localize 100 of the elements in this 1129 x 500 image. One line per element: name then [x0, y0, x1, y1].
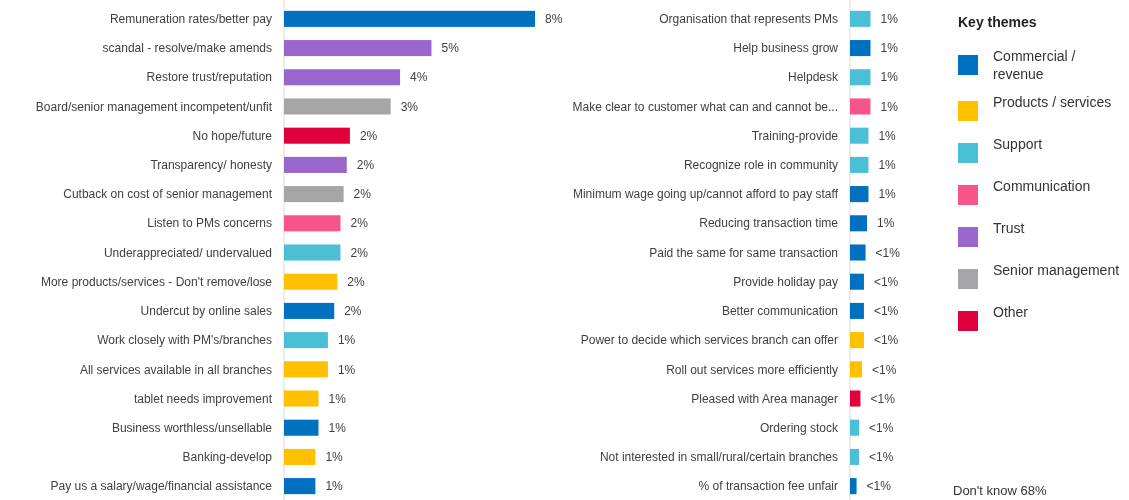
bar — [850, 478, 857, 495]
bar — [850, 273, 864, 290]
legend-label: Other — [993, 304, 1029, 320]
data-label: 1% — [877, 216, 895, 231]
data-label: <1% — [870, 391, 896, 406]
data-label: <1% — [875, 245, 901, 260]
data-label: 1% — [328, 420, 347, 435]
y-tick-label: Cutback on cost of senior management — [63, 187, 273, 202]
bar — [284, 419, 319, 436]
bar — [850, 186, 869, 203]
y-tick-label: Roll out services more efficiently — [666, 362, 838, 377]
data-label: 1% — [878, 128, 897, 143]
bar — [850, 419, 860, 436]
legend-label: Products / services — [993, 94, 1112, 110]
bar — [284, 127, 350, 144]
data-label: 2% — [350, 216, 369, 231]
y-tick-label: tablet needs improvement — [133, 391, 273, 406]
data-label: 1% — [880, 70, 899, 85]
bar — [284, 69, 401, 86]
bar — [850, 361, 863, 378]
y-tick-label: Work closely with PM's/branches — [97, 333, 272, 348]
bar — [284, 273, 338, 290]
text: Don't know 68% — [953, 483, 1047, 498]
y-tick-label: Transparency/ honesty — [150, 158, 272, 173]
legend-label: Communication — [993, 178, 1091, 194]
data-label: 1% — [880, 12, 899, 27]
bar — [284, 186, 344, 203]
y-tick-label: All services available in all branches — [79, 362, 272, 377]
bar — [284, 478, 316, 495]
bar — [850, 10, 871, 27]
y-tick-label: Board/senior management incompetent/unfit — [35, 99, 273, 114]
data-label: 2% — [356, 158, 375, 173]
y-tick-label: Banking-develop — [182, 450, 273, 465]
y-tick-label: Help business grow — [733, 41, 839, 56]
data-label: 1% — [337, 333, 356, 348]
bar — [284, 361, 328, 378]
bar — [284, 156, 347, 173]
data-label: 1% — [325, 479, 344, 494]
y-tick-label: Power to decide which services branch can offer — [580, 333, 838, 348]
y-tick-label: Reducing transaction time — [699, 216, 839, 231]
y-tick-label: Ordering stock — [759, 420, 839, 435]
y-tick-label: % of transaction fee unfair — [698, 479, 838, 494]
y-tick-label: Pay us a salary/wage/financial assistance — [50, 479, 273, 494]
data-label: <1% — [872, 362, 897, 377]
data-label: <1% — [873, 333, 899, 348]
y-tick-label: scandal - resolve/make amends — [102, 41, 272, 56]
bar — [850, 302, 864, 319]
data-label: 8% — [545, 12, 563, 27]
data-label: 1% — [337, 362, 356, 377]
data-label: <1% — [873, 304, 899, 319]
data-label: <1% — [869, 450, 894, 465]
data-label: 2% — [353, 187, 372, 202]
y-tick-label: Recognize role in community — [683, 158, 838, 173]
data-label: 2% — [359, 128, 378, 143]
y-tick-label: Underappreciated/ undervalued — [103, 245, 272, 260]
bar — [284, 10, 535, 27]
bar — [284, 448, 316, 465]
y-tick-label: No hope/future — [192, 128, 273, 143]
y-tick-label: Make clear to customer what can and cannot be... — [572, 99, 838, 114]
bar — [284, 244, 341, 261]
bar — [284, 98, 391, 115]
data-label: 1% — [878, 187, 897, 202]
y-tick-label: Better communication — [721, 304, 838, 319]
data-label: 2% — [344, 304, 362, 319]
y-tick-label: Organisation that represents PMs — [659, 12, 838, 27]
data-label: 1% — [880, 41, 899, 56]
bar — [850, 390, 861, 407]
y-tick-label: Restore trust/reputation — [146, 70, 272, 85]
legend-label: Trust — [993, 220, 1025, 236]
data-label: <1% — [866, 479, 892, 494]
bar — [850, 69, 871, 86]
y-tick-label: Remuneration rates/better pay — [109, 12, 272, 27]
legend-label: Commercial / revenue — [993, 48, 1076, 82]
data-label: <1% — [869, 420, 894, 435]
bar — [850, 127, 869, 144]
bar — [850, 448, 860, 465]
y-tick-label: Paid the same for same transaction — [649, 245, 838, 260]
y-tick-label: Pleased with Area manager — [691, 391, 838, 406]
data-label: 2% — [350, 245, 369, 260]
bar — [284, 390, 319, 407]
data-label: 2% — [347, 274, 366, 289]
data-label: 1% — [878, 158, 897, 173]
legend-title: Key themes — [958, 14, 1037, 30]
data-label: 3% — [400, 99, 419, 114]
legend-label: Senior management — [993, 262, 1120, 278]
y-tick-label: Minimum wage going up/cannot afford to pay staff — [572, 187, 839, 202]
y-tick-label: Provide holiday pay — [733, 274, 838, 289]
data-label: 4% — [410, 70, 428, 85]
bar — [850, 98, 871, 115]
bar — [850, 215, 868, 232]
data-label: 1% — [328, 391, 347, 406]
bar — [850, 332, 864, 349]
y-tick-label: Listen to PMs concerns — [147, 216, 272, 231]
y-tick-label: Undercut by online sales — [140, 304, 272, 319]
legend-label: Support — [993, 136, 1043, 152]
bar — [850, 156, 869, 173]
y-tick-label: Business worthless/unsellable — [111, 420, 273, 435]
y-tick-label: Not interested in small/rural/certain branches — [599, 450, 838, 465]
y-tick-label: Helpdesk — [787, 70, 839, 85]
y-tick-label: More products/services - Don't remove/lose — [40, 274, 273, 289]
